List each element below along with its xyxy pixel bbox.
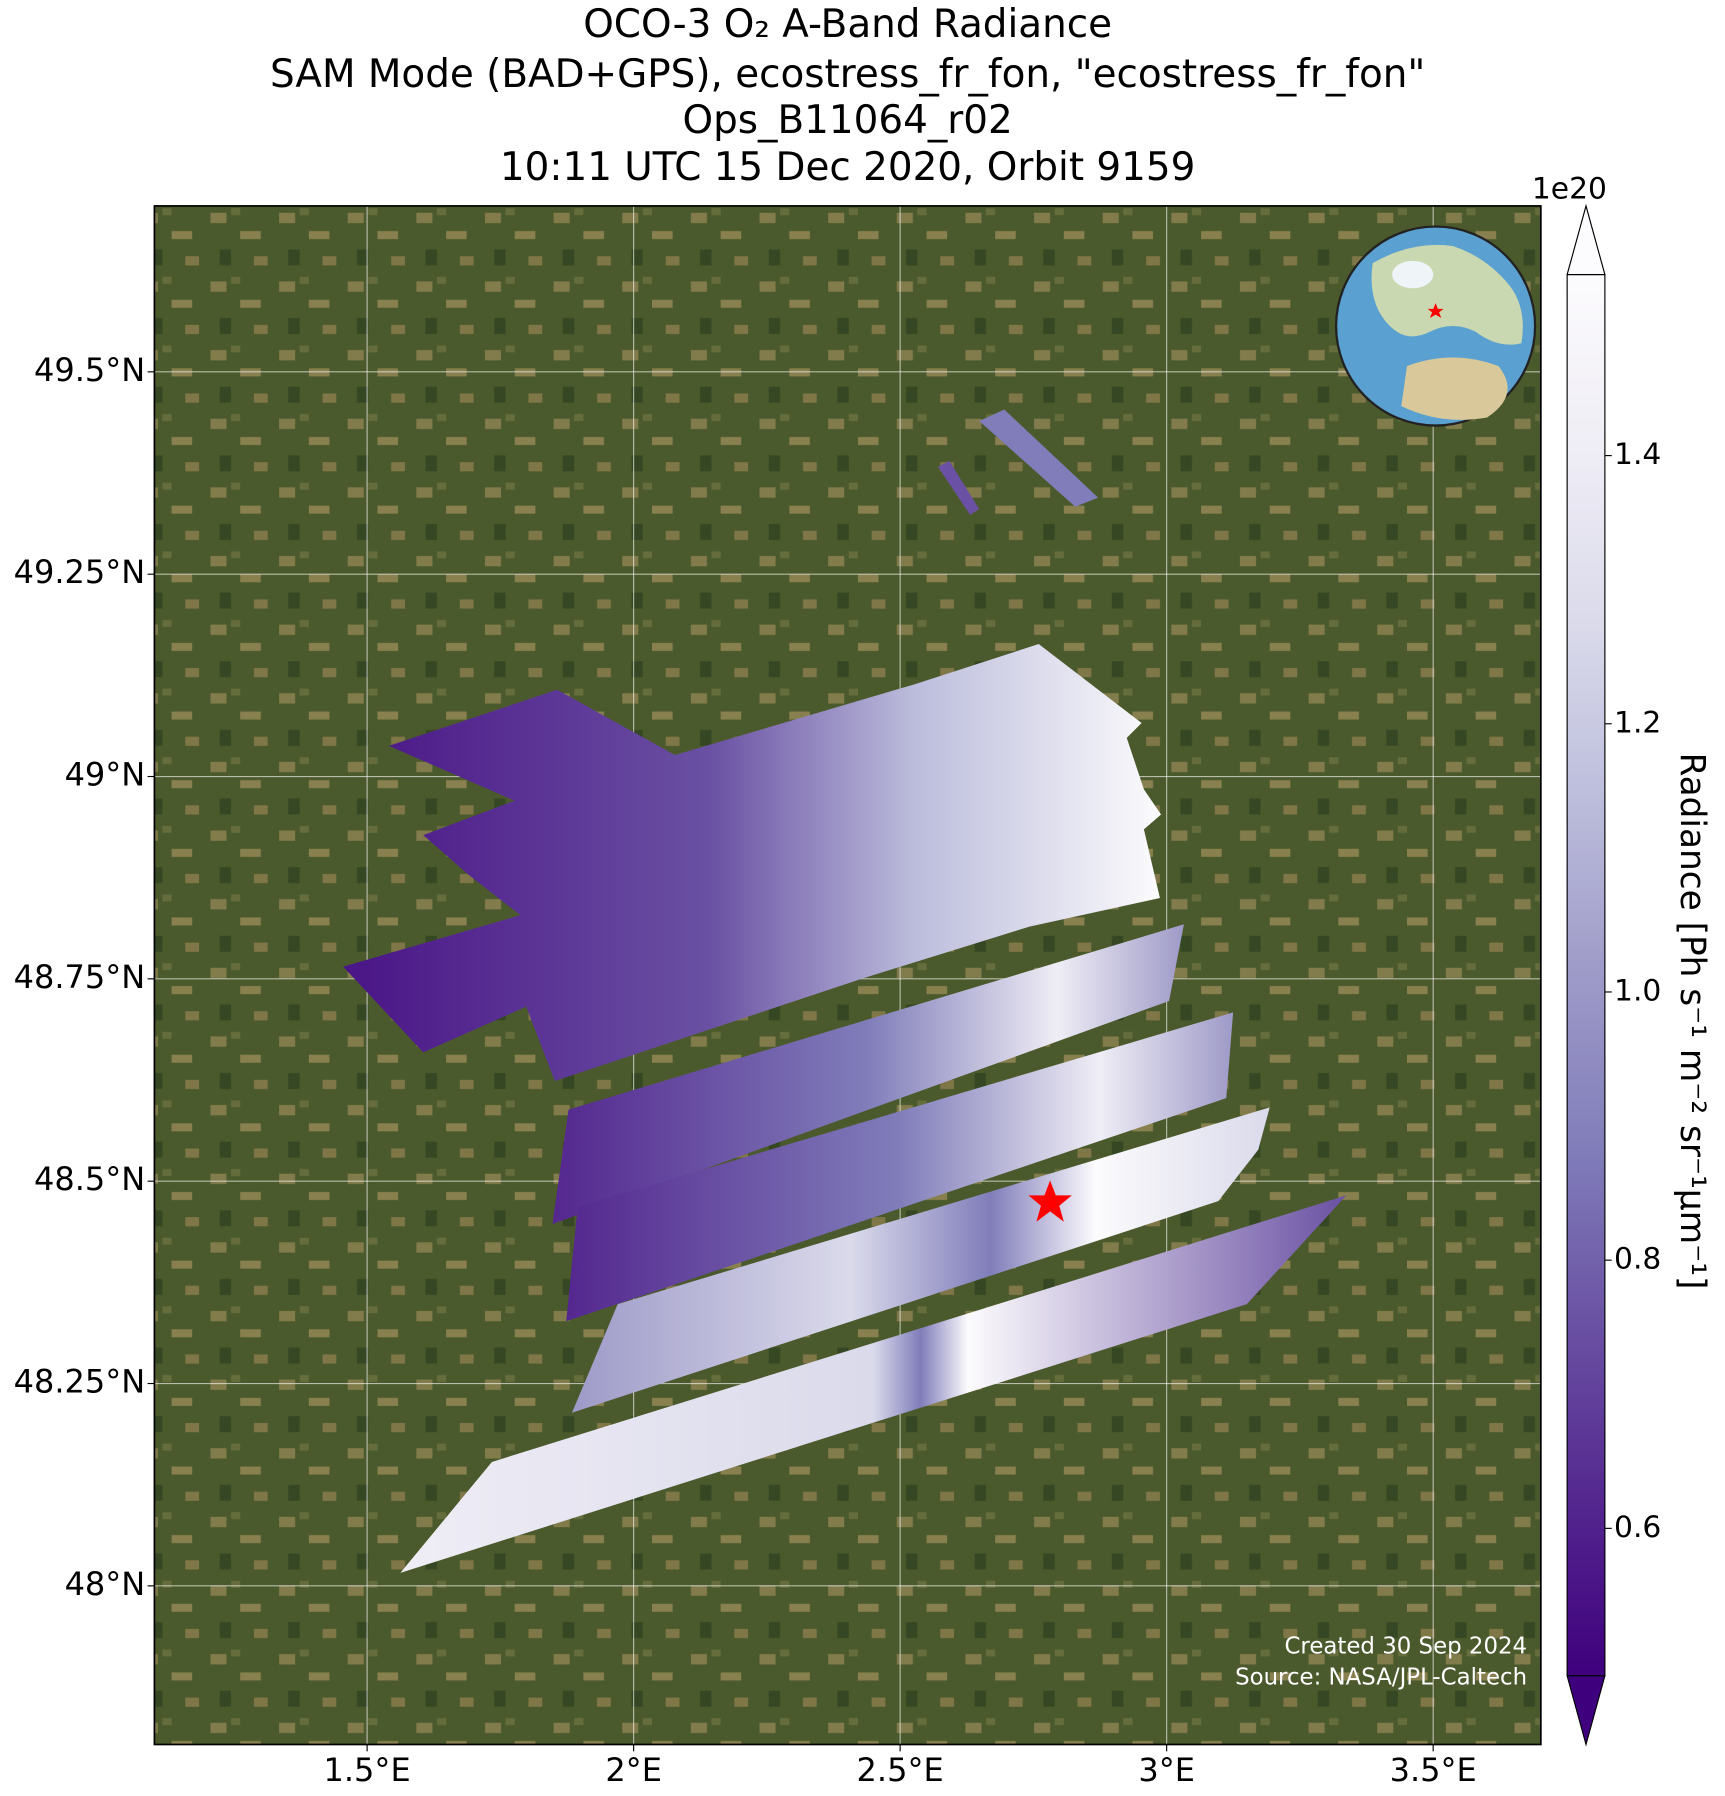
swath bbox=[552, 924, 1184, 1225]
credit: Created 30 Sep 2024 bbox=[1284, 1634, 1527, 1660]
map: Created 30 Sep 2024 Source: NASA/JPL-Cal… bbox=[154, 205, 1541, 1745]
swath bbox=[571, 1107, 1270, 1413]
colorbar-tick-label: 1.2 bbox=[1614, 705, 1661, 740]
swath bbox=[979, 409, 1099, 507]
colorbar: 0.6 0.8 1.0 1.2 1.4 1e20 Radiance [Ph s⁻¹ m⁻² … bbox=[1532, 171, 1712, 1747]
y-tick-label: 49.5°N bbox=[34, 351, 145, 389]
chart-title: Ops_B11064_r02 bbox=[683, 98, 1013, 143]
colorbar-bar bbox=[1566, 274, 1606, 1677]
colorbar-offset: 1e20 bbox=[1532, 171, 1607, 206]
target-marker bbox=[1028, 1180, 1072, 1222]
chart-title: OCO-3 O₂ A-Band Radiance bbox=[583, 2, 1112, 47]
colorbar-tick-label: 0.6 bbox=[1614, 1510, 1661, 1545]
y-tick-label: 48.75°N bbox=[14, 958, 146, 996]
colorbar-tick-label: 0.8 bbox=[1614, 1242, 1661, 1277]
axes: 1.5°E 2°E 2.5°E 3°E 3.5°E 49.5°N 49.25°N 49°N 48… bbox=[14, 351, 1477, 1789]
chart-title: SAM Mode (BAD+GPS), ecostress_fr_fon, "e… bbox=[270, 52, 1425, 97]
y-tick-label: 48.5°N bbox=[34, 1160, 145, 1198]
swath bbox=[937, 461, 980, 515]
colorbar-tick-label: 1.4 bbox=[1614, 437, 1661, 472]
colorbar-extend-min bbox=[1566, 1675, 1606, 1747]
title: OCO-3 O₂ A-Band Radiance SAM Mode (BAD+GP… bbox=[270, 2, 1425, 190]
x-tick-label: 1.5°E bbox=[324, 1751, 411, 1789]
chart-title: 10:11 UTC 15 Dec 2020, Orbit 9159 bbox=[500, 145, 1195, 190]
map-frame bbox=[153, 205, 1542, 1746]
y-tick-label: 48°N bbox=[65, 1565, 146, 1603]
colorbar-extend-max bbox=[1566, 203, 1606, 276]
y-tick-label: 49°N bbox=[65, 756, 146, 794]
swath bbox=[566, 1012, 1234, 1322]
y-tick-label: 49.25°N bbox=[14, 553, 146, 591]
x-tick-label: 2°E bbox=[605, 1751, 662, 1789]
credit: Source: NASA/JPL-Caltech bbox=[1235, 1665, 1527, 1691]
x-tick-label: 3°E bbox=[1138, 1751, 1195, 1789]
colorbar-tick-label: 1.0 bbox=[1614, 973, 1661, 1008]
x-tick-label: 2.5°E bbox=[857, 1751, 944, 1789]
globe-inset bbox=[1334, 225, 1537, 427]
swath bbox=[400, 1195, 1347, 1573]
y-tick-label: 48.25°N bbox=[14, 1363, 146, 1401]
colorbar-label: Radiance [Ph s⁻¹ m⁻² sr⁻¹μm⁻¹] bbox=[1672, 753, 1712, 1290]
x-tick-label: 3.5°E bbox=[1390, 1751, 1477, 1789]
swath bbox=[343, 644, 1162, 1082]
swaths bbox=[343, 409, 1347, 1573]
